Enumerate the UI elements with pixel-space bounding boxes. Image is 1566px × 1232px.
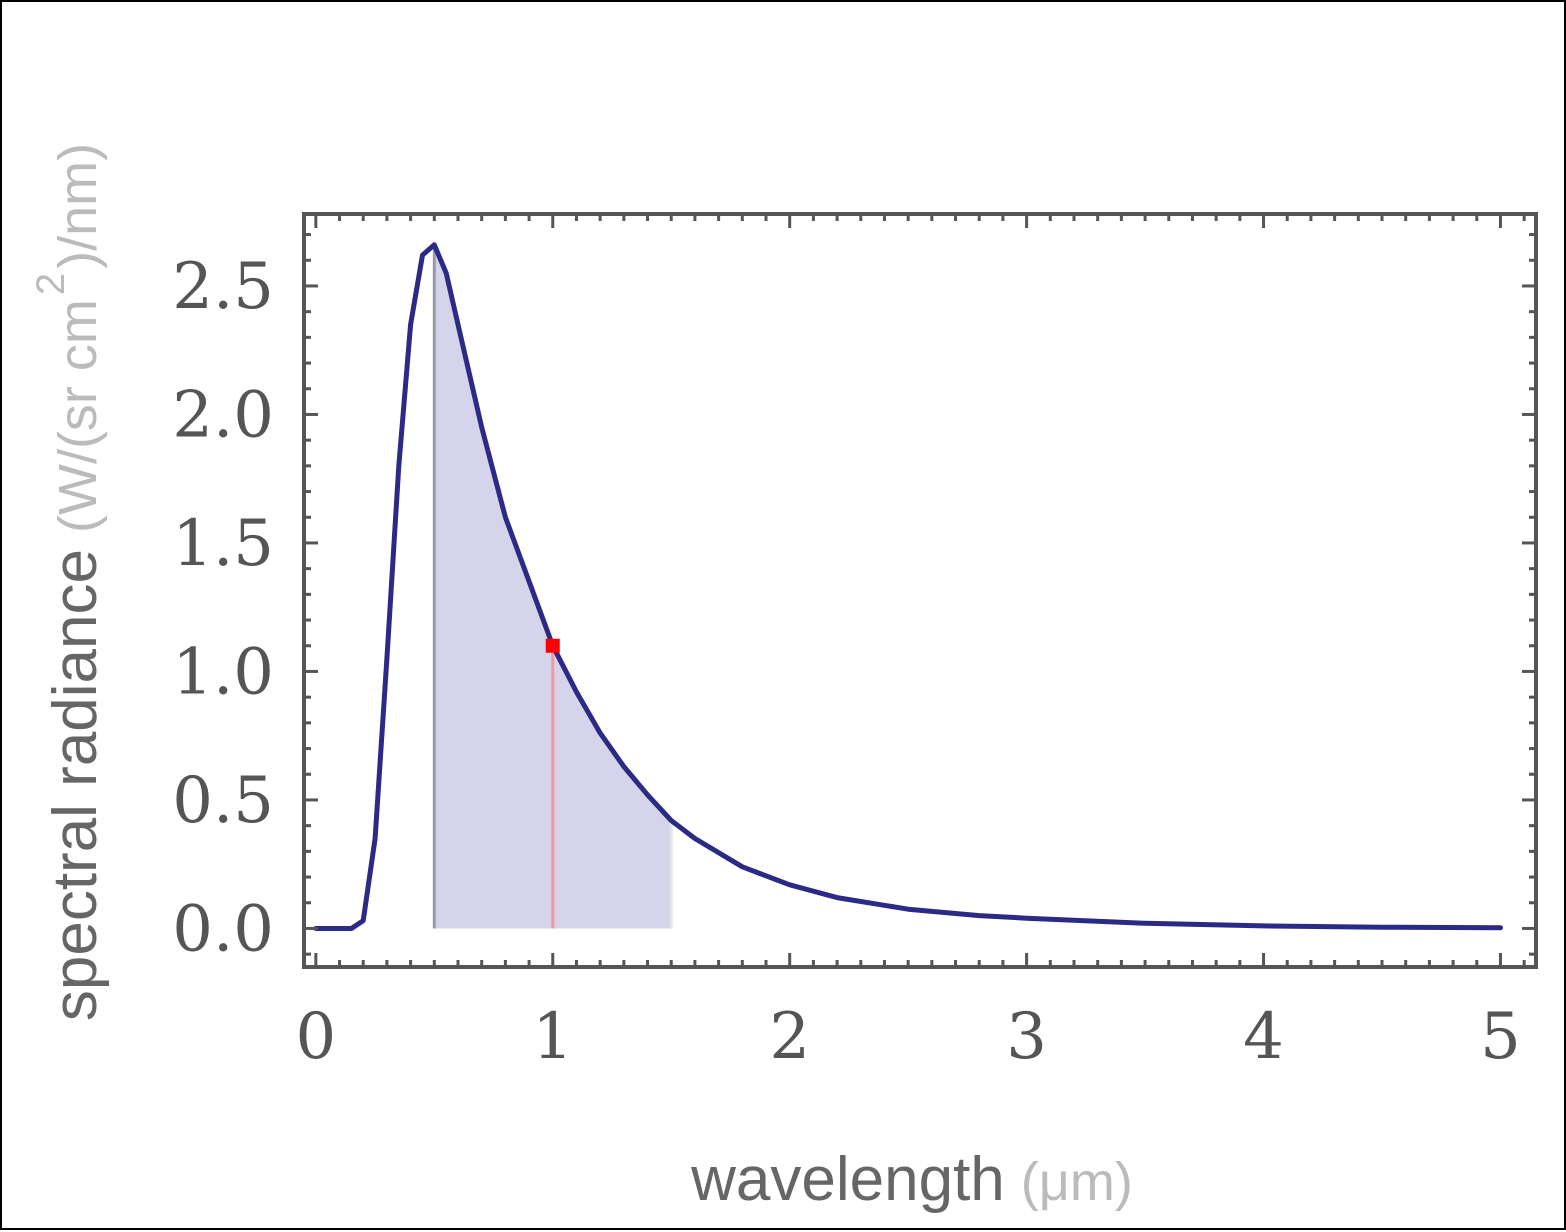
y-tick-label: 0.0 (172, 892, 274, 966)
x-tick-label: 3 (1006, 1000, 1047, 1074)
marker-point (545, 638, 560, 653)
y-tick-label: 2.5 (172, 250, 274, 324)
x-axis-title: wavelength (μm) (690, 1145, 1133, 1214)
y-tick-label: 2.0 (172, 378, 274, 452)
shaded-region (434, 244, 672, 929)
plot-frame (302, 212, 1538, 969)
x-tick-label: 4 (1243, 1000, 1284, 1074)
x-tick-label: 2 (769, 1000, 810, 1074)
y-tick-label: 0.5 (172, 764, 274, 838)
svg-text:spectral radiance (W/(: spectral radiance (W/(sr cm 2 )/nm) (29, 143, 110, 1021)
x-tick-label: 1 (532, 1000, 573, 1074)
x-tick-label: 5 (1480, 1000, 1521, 1074)
y-axis-title: spectral radiance (W/(sr cm 2 )/nm) (29, 143, 110, 1021)
radiance-curve (313, 242, 1503, 931)
y-tick-label: 1.5 (172, 507, 274, 581)
x-tick-label: 0 (295, 1000, 336, 1074)
y-tick-label: 1.0 (172, 635, 274, 709)
